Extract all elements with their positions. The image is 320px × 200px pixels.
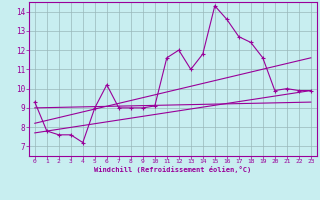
X-axis label: Windchill (Refroidissement éolien,°C): Windchill (Refroidissement éolien,°C) bbox=[94, 166, 252, 173]
